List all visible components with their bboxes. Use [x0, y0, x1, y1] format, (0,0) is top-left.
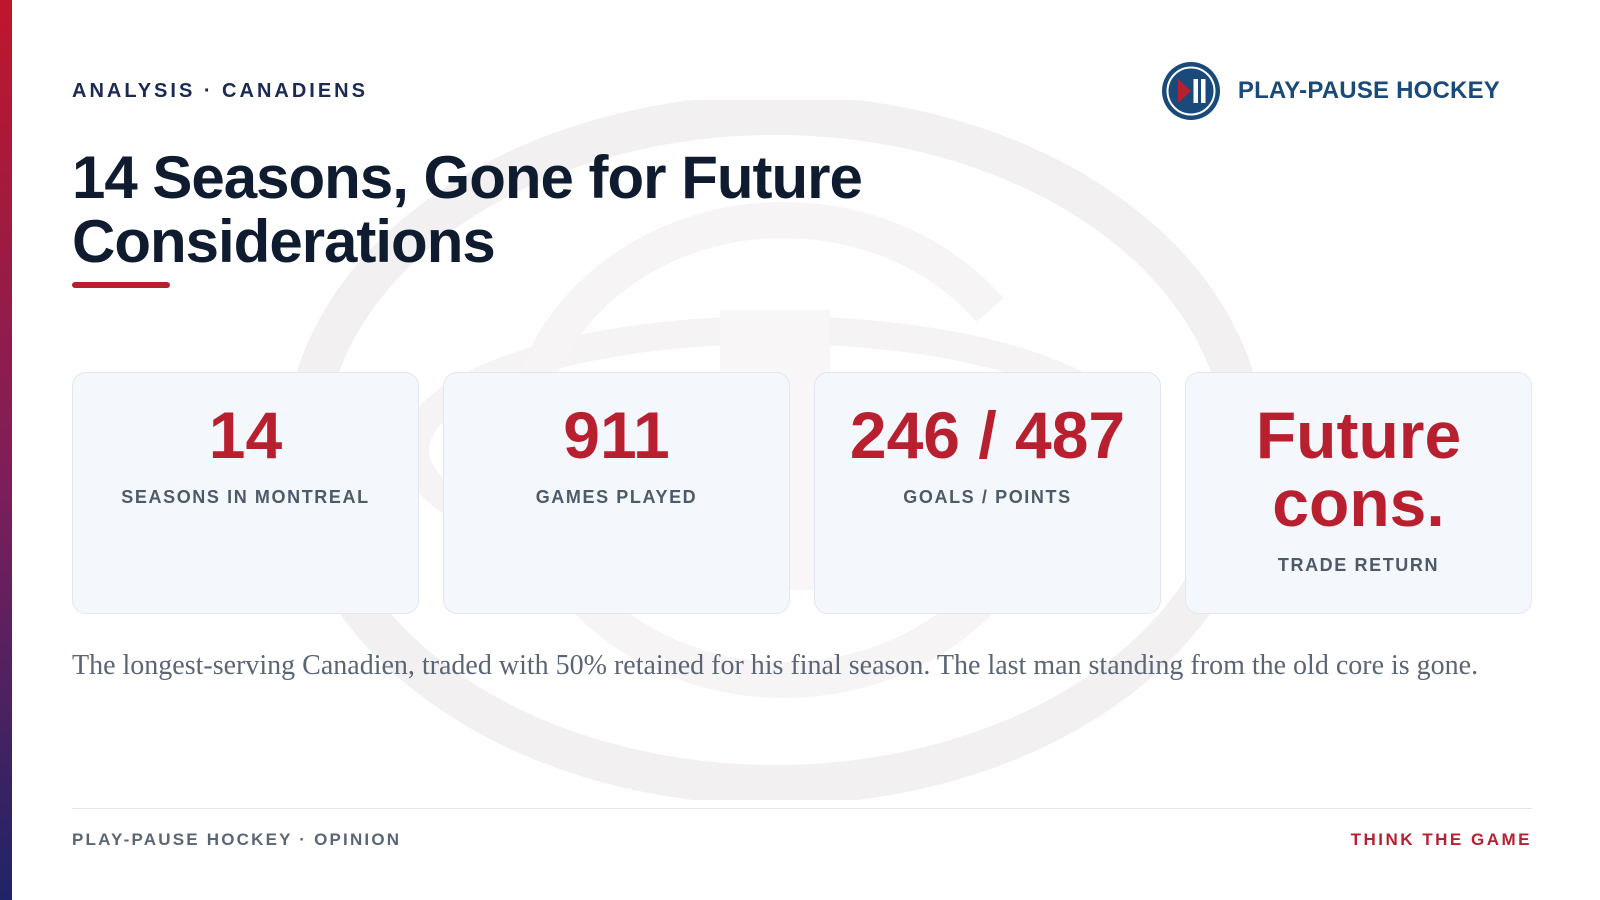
brand-header[interactable]: PLAY-PAUSE HOCKEY [1160, 60, 1500, 122]
footer-tagline: THINK THE GAME [1350, 830, 1532, 849]
stat-label: GAMES PLAYED [535, 487, 698, 507]
summary-text: The longest-serving Canadien, traded wit… [72, 650, 1479, 681]
stat-value: 14 [208, 398, 283, 472]
stat-label: GOALS / POINTS [903, 487, 1072, 507]
section-kicker: ANALYSIS · CANADIENS [72, 80, 368, 102]
brand-name: PLAY-PAUSE HOCKEY [1237, 77, 1500, 104]
footer-source: PLAY-PAUSE HOCKEY · OPINION [72, 830, 402, 849]
footer-divider [72, 808, 1532, 809]
page-title: 14 Seasons, Gone for Future Consideratio… [72, 144, 863, 275]
stat-card-trade-return: Future cons. TRADE RETURN [1185, 372, 1532, 614]
stat-value: Future cons. [1255, 398, 1462, 540]
stat-card-seasons: 14 SEASONS IN MONTREAL [72, 372, 419, 614]
stat-value: 911 [563, 398, 670, 472]
title-underline [72, 282, 170, 288]
play-pause-icon [1161, 62, 1220, 120]
stat-label: TRADE RETURN [1277, 555, 1440, 575]
left-accent-bar [0, 0, 12, 900]
stat-value: 246 / 487 [849, 398, 1126, 472]
stat-card-games: 911 GAMES PLAYED [443, 372, 790, 614]
stat-cards: 14 SEASONS IN MONTREAL 911 GAMES PLAYED … [72, 372, 1532, 614]
stat-card-goals-points: 246 / 487 GOALS / POINTS [814, 372, 1161, 614]
stat-label: SEASONS IN MONTREAL [121, 487, 370, 507]
